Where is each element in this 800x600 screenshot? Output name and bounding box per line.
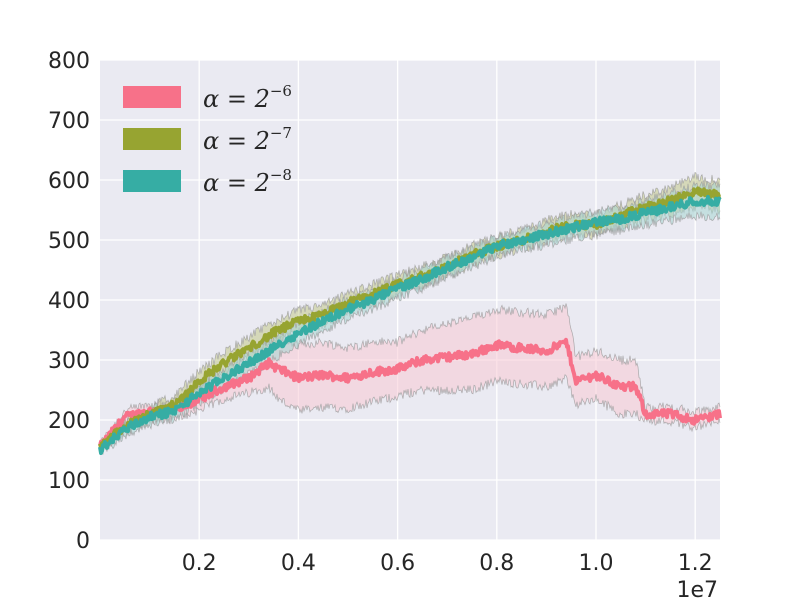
legend-exponent: −6 — [270, 82, 292, 100]
x-axis-offset-label: 1e7 — [676, 578, 718, 600]
y-tick-label: 400 — [48, 289, 90, 314]
x-tick-label: 0.8 — [479, 551, 514, 576]
legend-swatch — [123, 170, 181, 192]
series-line — [98, 194, 722, 455]
legend-exponent: −8 — [270, 166, 292, 184]
y-tick-label: 600 — [48, 169, 90, 194]
y-axis-tick-labels: 0 100 200 300 400 500 600 700 800 — [48, 49, 90, 554]
y-tick-label: 200 — [48, 409, 90, 434]
grid-lines — [100, 59, 720, 541]
legend-exponent: −7 — [270, 124, 292, 142]
series-band-lower-edge — [99, 211, 721, 455]
x-tick-label: 0.6 — [380, 551, 415, 576]
y-tick-label: 800 — [48, 49, 90, 74]
series-line — [98, 337, 722, 450]
y-tick-label: 100 — [48, 469, 90, 494]
legend-swatch — [123, 86, 181, 108]
x-tick-label: 1.0 — [579, 551, 614, 576]
legend: α = 2−6α = 2−7α = 2−8 — [123, 82, 292, 197]
x-tick-label: 0.4 — [281, 551, 316, 576]
series-lines — [98, 186, 722, 455]
y-tick-label: 500 — [48, 229, 90, 254]
y-tick-label: 300 — [48, 349, 90, 374]
series-band-lower-edge — [99, 374, 721, 450]
x-tick-label: 1.2 — [678, 551, 713, 576]
x-tick-label: 0.2 — [182, 551, 217, 576]
legend-label: α = 2−8 — [203, 166, 292, 197]
y-tick-label: 700 — [48, 109, 90, 134]
y-tick-label: 0 — [76, 529, 90, 554]
series-band-upper-edge — [99, 171, 721, 448]
x-axis-tick-labels: 0.2 0.4 0.6 0.8 1.0 1.2 — [182, 551, 713, 576]
legend-swatch — [123, 128, 181, 150]
